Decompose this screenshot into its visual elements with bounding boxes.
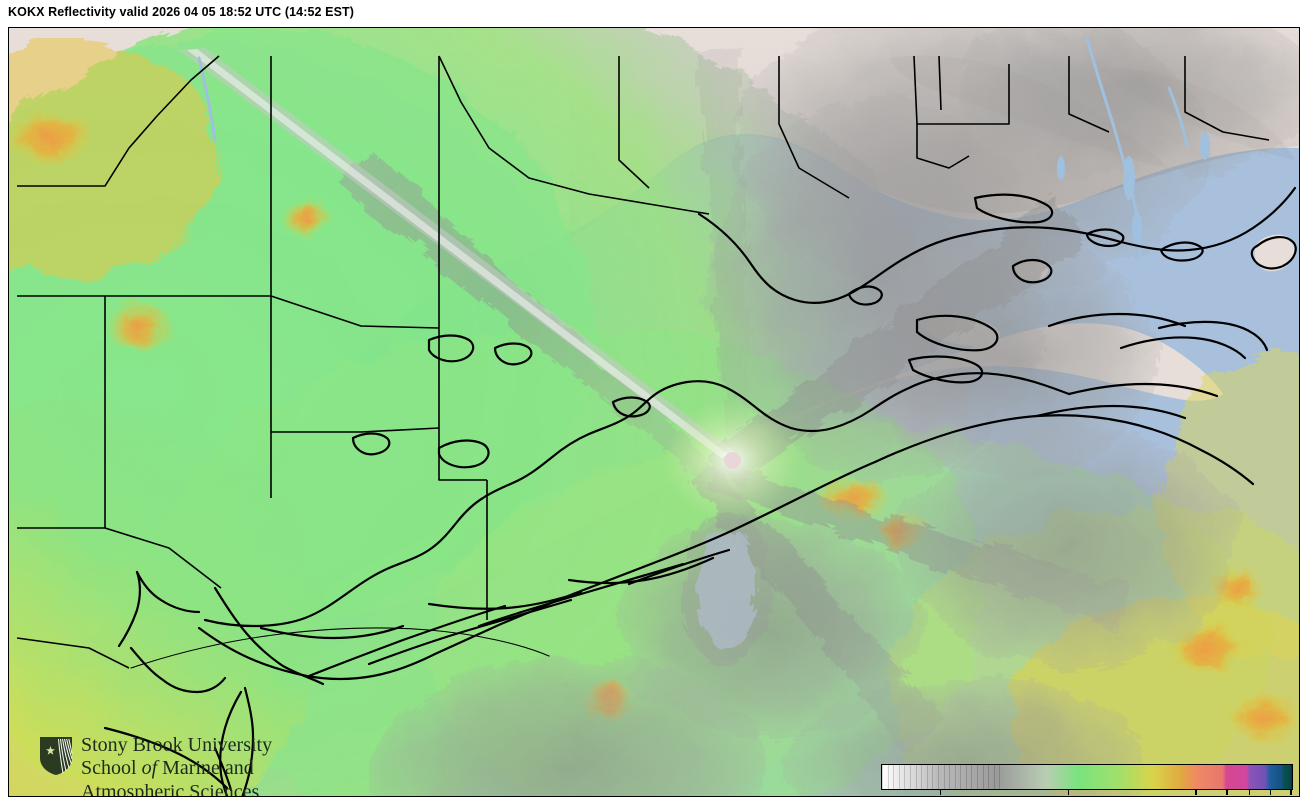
colorbar-gradient [882,765,1292,789]
colorbar-tick-label: 80 [1283,795,1299,796]
colorbar-tick-label: 50 [1219,795,1236,796]
colorbar-tick-label: 40 [1188,795,1205,796]
colorbar-tick-label: 0 [937,795,945,796]
colorbar-tick [1226,790,1228,795]
colorbar-tick [1290,790,1292,795]
colorbar-tick [1248,790,1251,795]
colorbar-tick-label: 20 [1060,795,1077,796]
page-title: KOKX Reflectivity valid 2026 04 05 18:52… [8,5,355,19]
colorbar-bar [881,764,1293,790]
colorbar-tick [939,790,942,795]
radar-map[interactable]: Stony Brook University School of Marine … [8,27,1300,797]
radar-reflectivity-layer [9,28,1299,796]
reflectivity-colorbar[interactable]: 0 20 40 50 60 70 80 [881,764,1299,796]
colorbar-discrete-steps [882,765,1005,789]
radar-site-marker[interactable] [724,452,741,469]
colorbar-tick [1269,790,1272,795]
colorbar-tick [1067,790,1070,795]
colorbar-tick [1195,790,1197,795]
landmass-island-a [1254,234,1295,272]
political-boundaries [16,55,1270,669]
colorbar-tick-label: 60 [1241,795,1258,796]
echo-streak-nw [179,48,735,458]
lakes [1057,132,1210,244]
colorbar-tick-label: 70 [1262,795,1279,796]
echo-field-gray [369,28,1299,796]
map-vectors-layer [16,36,1297,796]
coastlines [103,186,1297,796]
